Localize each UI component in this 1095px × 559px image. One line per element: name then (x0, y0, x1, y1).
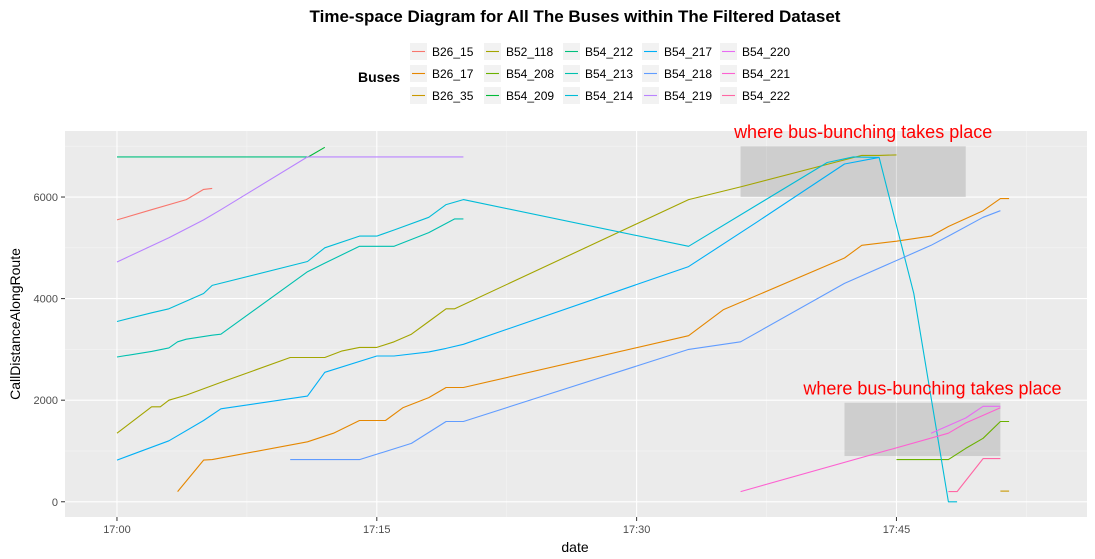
y-tick-label: 2000 (34, 395, 58, 407)
legend-label: B54_222 (742, 89, 790, 103)
chart-title: Time-space Diagram for All The Buses wit… (310, 7, 841, 26)
legend-item: B26_17 (410, 65, 474, 82)
legend: Buses B26_15 B26_17 B26_35 B52_118 B54_208 B54… (358, 43, 790, 104)
series-line-b54-221 (740, 407, 1001, 493)
legend-item: B54_209 (484, 87, 554, 104)
annotation-label: where bus-bunching takes place (802, 379, 1061, 399)
x-axis-title: date (561, 539, 588, 555)
legend-label: B54_217 (664, 45, 712, 59)
y-axis-title: CallDistanceAlongRoute (7, 248, 23, 400)
series-line-b54-217 (116, 156, 880, 461)
legend-item: B26_35 (410, 87, 474, 104)
grid (65, 131, 1087, 517)
legend-label: B54_208 (506, 67, 554, 81)
axes: 17:00 17:15 17:30 17:45 0 2000 4000 6000 (34, 192, 911, 536)
legend-item: B54_220 (720, 43, 790, 60)
legend-item: B52_118 (484, 43, 553, 60)
legend-label: B54_209 (506, 89, 554, 103)
legend-title: Buses (358, 69, 400, 85)
x-tick-label: 17:00 (103, 524, 131, 536)
annotation-box (740, 146, 966, 198)
legend-label: B54_212 (585, 45, 633, 59)
annotation-label: where bus-bunching takes place (733, 122, 992, 142)
legend-item: B54_212 (563, 43, 633, 60)
x-tick-label: 17:15 (363, 524, 391, 536)
legend-item: B54_219 (642, 87, 712, 104)
legend-label: B54_219 (664, 89, 712, 103)
series-line-b52-118 (116, 154, 897, 434)
series-line-b54-218 (290, 210, 1001, 461)
legend-item: B54_221 (720, 65, 790, 82)
series-line-b26-15 (116, 187, 213, 221)
legend-item: B54_213 (563, 65, 633, 82)
series-line-b54-209 (307, 146, 326, 158)
legend-label: B54_214 (585, 89, 633, 103)
legend-item: B54_208 (484, 65, 554, 82)
series-line-b54-219 (116, 156, 464, 263)
legend-label: B54_218 (664, 67, 712, 81)
series-line-b26-17 (177, 198, 1010, 492)
series-line-b54-213 (116, 218, 464, 358)
legend-label: B54_213 (585, 67, 633, 81)
series-line-b54-214 (116, 156, 958, 503)
y-tick-label: 0 (52, 497, 58, 509)
x-tick-label: 17:45 (883, 524, 911, 536)
series-line-b54-208 (896, 420, 1010, 461)
legend-item: B54_222 (720, 87, 790, 104)
annotation-texts: where bus-bunching takes place where bus-… (733, 122, 1061, 398)
legend-item: B54_214 (563, 87, 633, 104)
legend-label: B54_220 (742, 45, 790, 59)
legend-label: B52_118 (506, 45, 553, 59)
series-lines (116, 146, 1010, 503)
x-tick-label: 17:30 (623, 524, 651, 536)
y-tick-label: 6000 (34, 192, 58, 204)
legend-item: B54_218 (642, 65, 712, 82)
series-line-b54-220 (930, 405, 1001, 434)
legend-label: B26_17 (432, 67, 474, 81)
legend-label: B26_35 (432, 89, 474, 103)
y-tick-label: 4000 (34, 294, 58, 306)
series-line-b54-222 (948, 458, 1001, 493)
legend-label: B26_15 (432, 45, 474, 59)
legend-label: B54_221 (742, 67, 790, 81)
legend-item: B26_15 (410, 43, 474, 60)
legend-item: B54_217 (642, 43, 712, 60)
